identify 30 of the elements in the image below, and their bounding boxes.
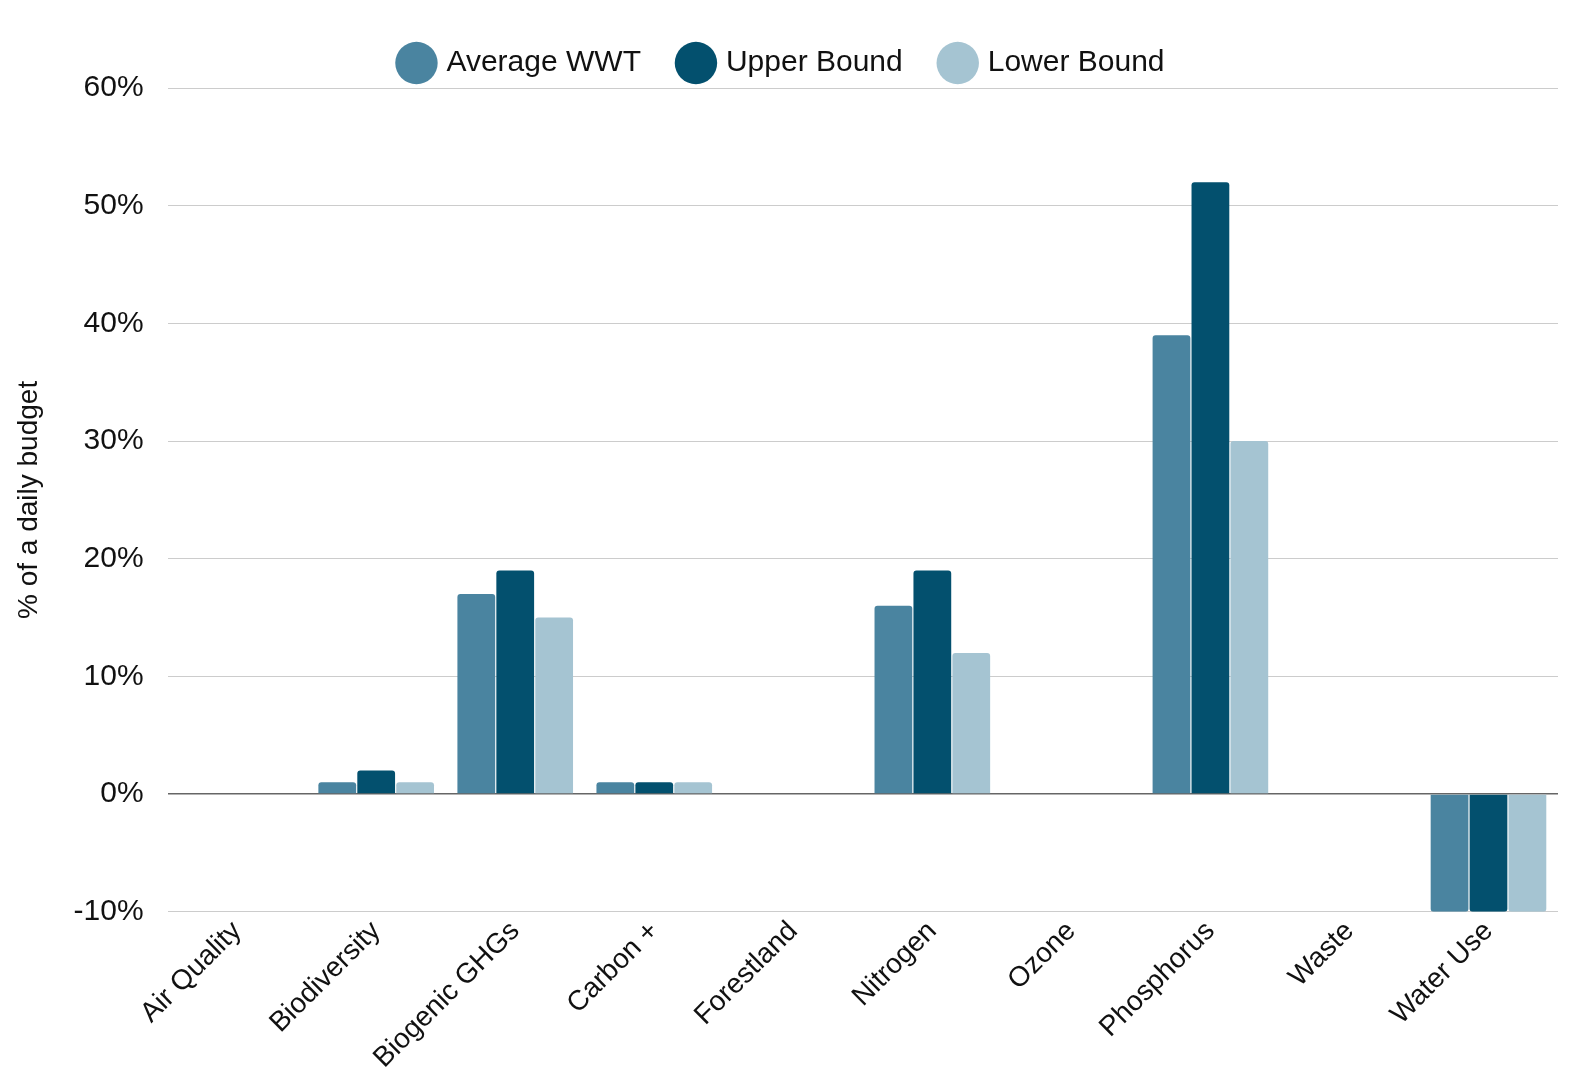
bar — [913, 570, 952, 794]
legend-label: Upper Bound — [725, 44, 903, 78]
y-tick-label: 50% — [83, 186, 144, 220]
bar — [318, 782, 357, 794]
bar — [1152, 335, 1191, 794]
bar — [396, 782, 434, 794]
y-tick-label: 40% — [83, 304, 144, 338]
bar — [1430, 794, 1469, 912]
y-tick-label: 20% — [83, 540, 144, 574]
y-tick-label: 0% — [100, 775, 144, 809]
legend-label: Lower Bound — [987, 44, 1165, 78]
bar — [457, 594, 496, 794]
bar — [1469, 794, 1508, 912]
legend-label: Average WWT — [446, 44, 641, 78]
bar — [635, 782, 674, 794]
bar — [874, 605, 913, 794]
y-tick-label: 10% — [83, 657, 144, 691]
bar — [1508, 794, 1547, 912]
y-tick-label: 30% — [83, 422, 144, 456]
bar — [596, 782, 635, 794]
bar — [1230, 441, 1269, 794]
bar — [496, 570, 535, 794]
bar — [357, 770, 396, 794]
y-tick-label: 60% — [83, 69, 144, 103]
y-tick-label: -10% — [73, 893, 144, 927]
bar — [952, 652, 991, 794]
y-axis-title: % of a daily budget — [11, 380, 43, 619]
bar — [1191, 182, 1230, 794]
bar — [674, 782, 713, 794]
bar — [535, 617, 574, 794]
